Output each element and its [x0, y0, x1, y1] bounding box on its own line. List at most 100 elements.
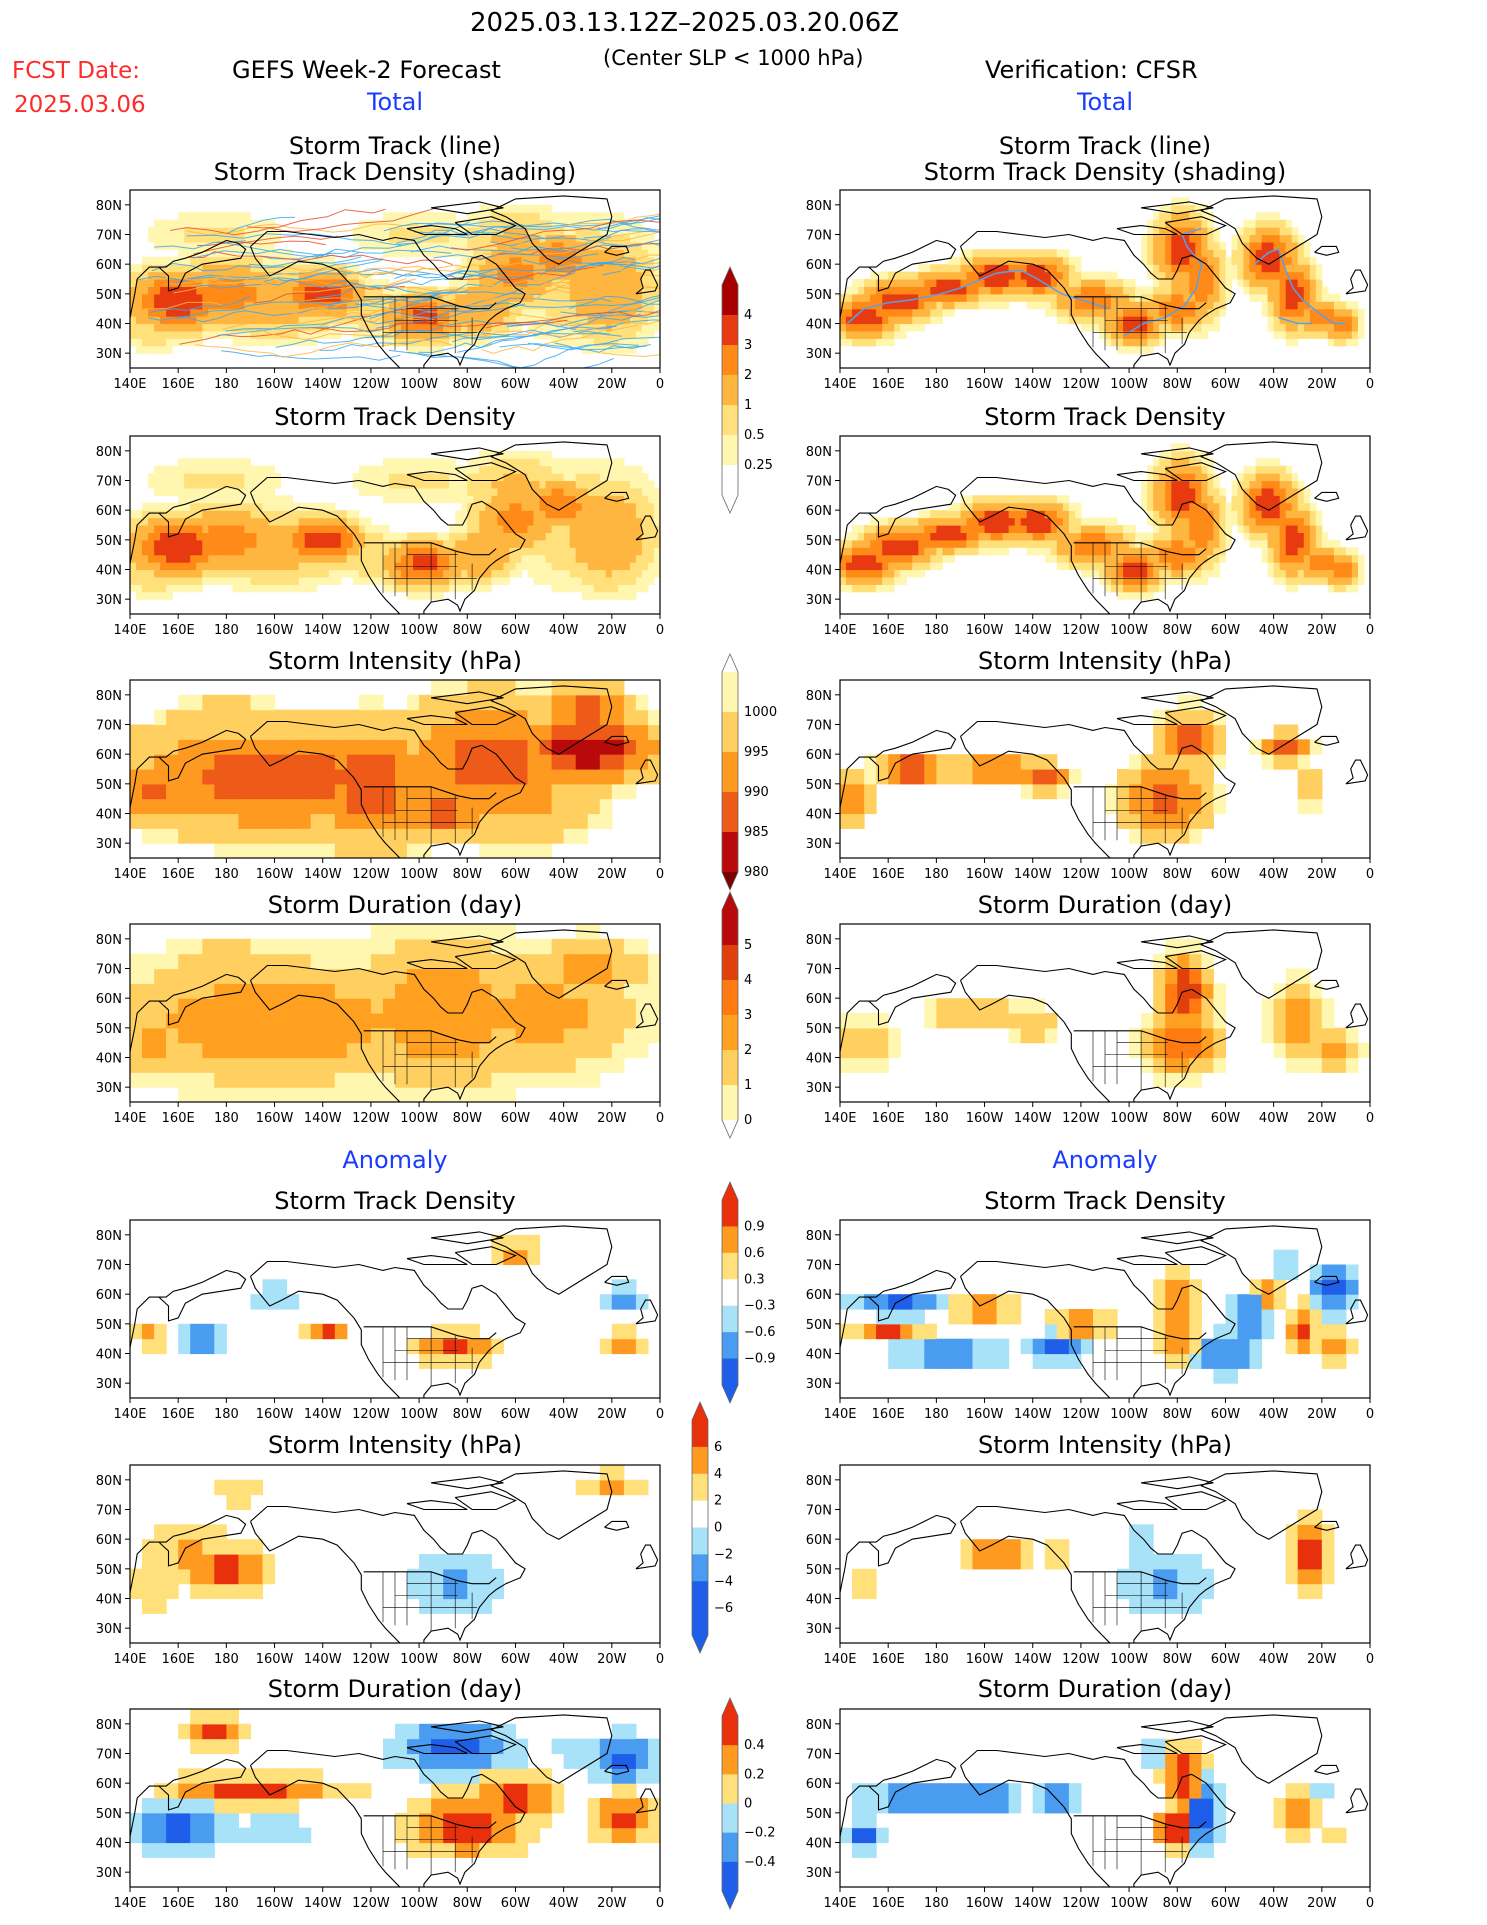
grid-cell	[232, 330, 239, 339]
grid-cell	[172, 569, 179, 578]
grid-cell	[407, 539, 414, 548]
grid-cell	[238, 539, 245, 548]
grid-cell	[214, 301, 221, 310]
grid-cell	[503, 450, 510, 459]
grid-cell	[358, 694, 372, 711]
grid-cell	[1068, 316, 1076, 325]
grid-cell	[1123, 286, 1130, 295]
grid-cell	[449, 279, 456, 287]
storm-track-line	[225, 326, 380, 333]
grid-cell	[419, 1057, 432, 1073]
grid-cell	[395, 828, 408, 844]
map-frame	[129, 679, 661, 859]
grid-cell	[1123, 301, 1130, 310]
grid-cell	[316, 256, 324, 265]
grid-cell	[641, 316, 649, 325]
grid-cell	[593, 308, 601, 317]
grid-cell	[840, 338, 847, 347]
grid-cell	[1129, 345, 1136, 354]
grid-cell	[533, 510, 541, 519]
grid-cell	[370, 924, 384, 940]
grid-cell	[214, 783, 227, 800]
grid-cell	[425, 212, 432, 221]
grid-cell	[190, 953, 203, 970]
grid-cell	[202, 502, 209, 511]
grid-cell	[154, 227, 161, 236]
grid-cell	[587, 227, 595, 236]
grid-cell	[322, 279, 330, 287]
grid-cell	[551, 480, 559, 489]
grid-cell	[142, 813, 155, 829]
coastline	[635, 759, 659, 785]
grid-cell	[882, 338, 889, 347]
grid-cell	[334, 264, 342, 273]
grid-cell	[425, 227, 432, 236]
grid-cell	[214, 517, 221, 526]
grid-cell	[364, 323, 372, 332]
grid-cell	[154, 539, 161, 548]
grid-cell	[220, 480, 227, 489]
grid-cell	[461, 539, 468, 548]
grid-cell	[479, 510, 486, 519]
grid-cell	[1020, 264, 1028, 273]
grid-cell	[948, 271, 955, 280]
grid-cell	[437, 465, 444, 474]
grid-cell	[443, 1338, 456, 1355]
coastlines	[130, 929, 659, 1102]
grid-cell	[497, 256, 504, 265]
grid-cell	[148, 323, 155, 332]
grid-cell	[521, 249, 529, 258]
grid-cell	[250, 813, 264, 829]
grid-cell	[244, 330, 251, 339]
grid-cell	[563, 576, 571, 585]
grid-cell	[527, 554, 535, 563]
grid-cell	[491, 279, 498, 287]
grid-cell	[900, 330, 907, 339]
grid-cell	[298, 1087, 312, 1102]
grid-cell	[587, 234, 595, 243]
lon-tick-label: 60W	[501, 623, 531, 638]
grid-cell	[503, 547, 510, 556]
grid-cell	[515, 316, 523, 325]
grid-cell	[545, 458, 553, 467]
grid-cell	[274, 256, 282, 265]
grid-cell	[641, 480, 649, 489]
grid-cell	[1159, 271, 1166, 280]
grid-cell	[280, 554, 288, 563]
grid-cell	[244, 338, 251, 347]
grid-cell	[352, 569, 360, 578]
grid-cell	[286, 279, 294, 287]
grid-cell	[364, 525, 372, 533]
grid-cell	[160, 234, 167, 243]
grid-cell	[226, 1494, 239, 1511]
grid-cell	[262, 256, 270, 265]
lat-tick-label: 60N	[96, 1288, 122, 1303]
grid-cell	[262, 1294, 276, 1310]
grid-cell	[443, 1568, 456, 1585]
grid-cell	[370, 279, 378, 287]
grid-cell	[467, 227, 474, 236]
grid-cell	[648, 487, 655, 496]
grid-cell	[142, 293, 149, 302]
grid-cell	[1002, 293, 1010, 302]
grid-cell	[443, 1723, 456, 1740]
grid-cell	[244, 584, 251, 593]
grid-cell	[232, 301, 239, 310]
grid-cell	[196, 554, 203, 563]
grid-cell	[322, 769, 336, 785]
grid-cell	[250, 1583, 264, 1600]
grid-cell	[1159, 301, 1166, 310]
grid-cell	[503, 264, 510, 273]
lon-tick-label: 140W	[304, 1111, 342, 1126]
grid-cell	[503, 1723, 516, 1740]
grid-cell	[479, 938, 492, 955]
grid-cell	[286, 286, 294, 295]
grid-cell	[455, 1338, 468, 1355]
grid-cell	[491, 1249, 504, 1266]
grid-cell	[503, 798, 516, 815]
grid-cell	[455, 510, 462, 519]
grid-cell	[202, 569, 209, 578]
grid-cell	[268, 569, 276, 578]
